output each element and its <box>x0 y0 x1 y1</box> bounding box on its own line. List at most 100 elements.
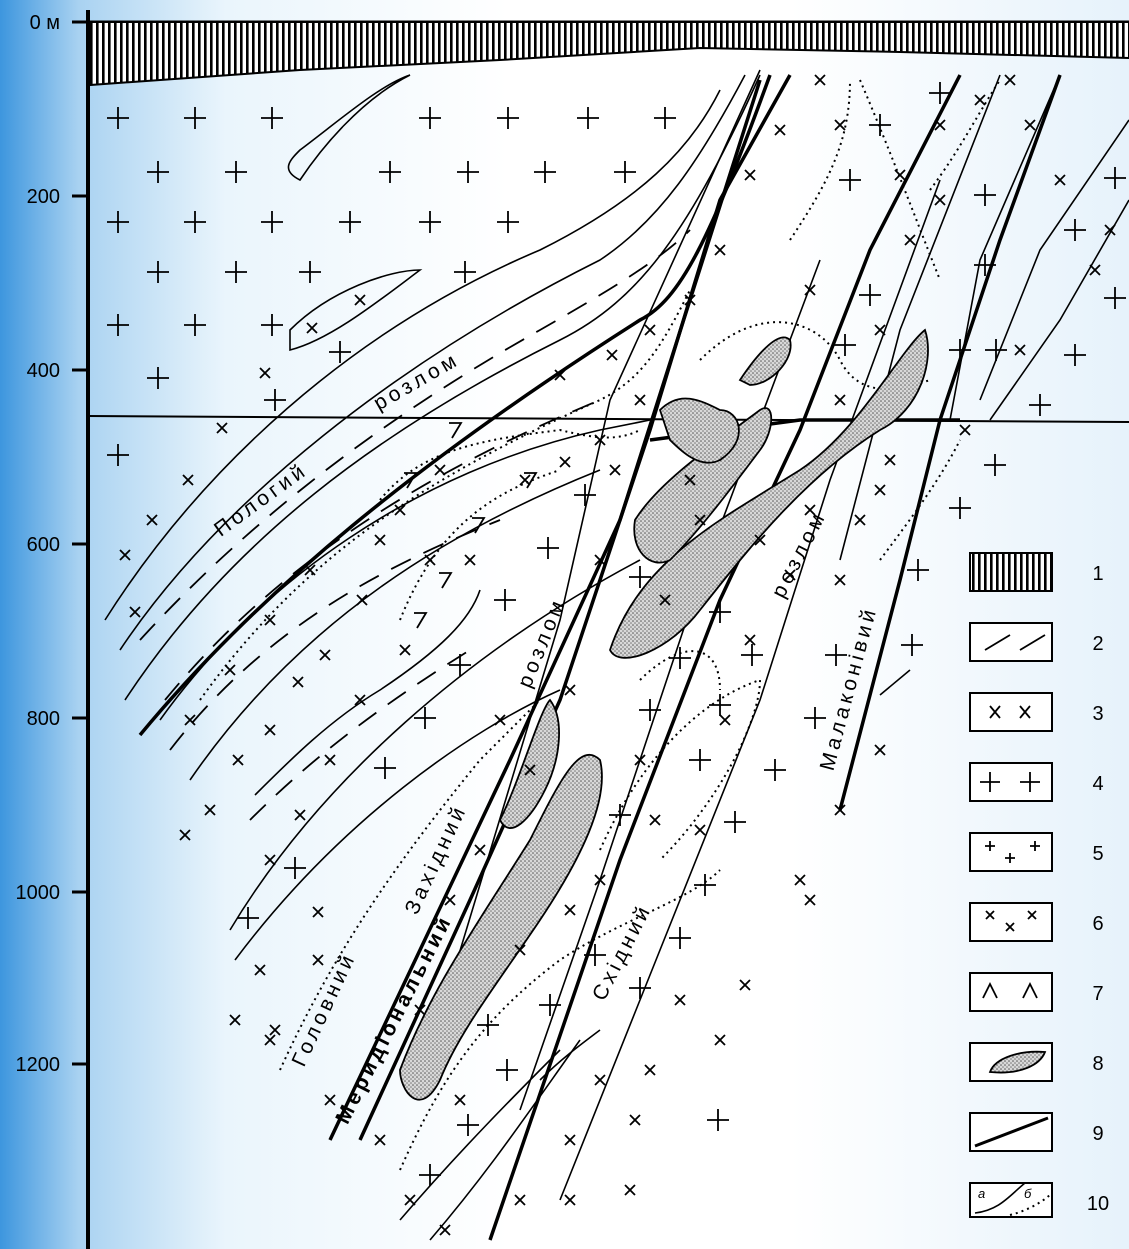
schist-symbol <box>855 515 865 525</box>
granite-symbol <box>225 161 247 183</box>
granite-symbol <box>534 161 556 183</box>
granite-symbol <box>374 757 396 779</box>
legend-number: 10 <box>1087 1193 1109 1215</box>
schist-symbol <box>635 395 645 405</box>
schist-symbol <box>720 715 730 725</box>
granite-symbol <box>147 161 169 183</box>
schist-symbol <box>265 1035 275 1045</box>
schist-symbol <box>1025 120 1035 130</box>
legend-sublabel: б <box>1024 1186 1032 1201</box>
schist-symbol <box>325 1095 335 1105</box>
labels: 0 м20040060080010001200Пологийрозломрозл… <box>16 12 1110 1215</box>
granite-symbol <box>284 857 306 879</box>
granite-symbol <box>724 811 746 833</box>
granite-symbol <box>639 699 661 721</box>
schist-symbol <box>835 575 845 585</box>
schist-symbol <box>695 825 705 835</box>
depth-label: 800 <box>27 708 60 730</box>
schist-symbol <box>313 907 323 917</box>
granite-symbol <box>419 211 441 233</box>
schist-symbol <box>455 1095 465 1105</box>
granite-symbol <box>689 749 711 771</box>
schist-symbol <box>610 465 620 475</box>
schist-symbol <box>935 120 945 130</box>
schist-symbol <box>1055 175 1065 185</box>
granite-symbol <box>419 1164 441 1186</box>
granite-symbol <box>609 804 631 826</box>
granite-symbol <box>584 944 606 966</box>
granite-symbol <box>741 644 763 666</box>
schist-symbol <box>440 1225 450 1235</box>
volcanic-symbol <box>449 423 461 438</box>
fault-label: розлом <box>767 506 831 601</box>
granite-symbol <box>496 1059 518 1081</box>
granite-symbol <box>709 694 731 716</box>
schist-symbol <box>205 805 215 815</box>
schist-symbol <box>375 535 385 545</box>
schist-symbol <box>645 325 655 335</box>
granite-symbol <box>1104 287 1126 309</box>
schist-symbol <box>313 955 323 965</box>
faults <box>140 75 1060 1240</box>
schist-symbol <box>183 475 193 485</box>
schist-symbol <box>475 845 485 855</box>
granite-symbol <box>869 114 891 136</box>
fault-label: Пологий <box>210 458 312 541</box>
granite-symbol <box>107 314 129 336</box>
schist-symbol <box>180 830 190 840</box>
level-line <box>88 416 1129 422</box>
granite-symbol <box>261 314 283 336</box>
granite-symbol <box>577 107 599 129</box>
granite-symbol <box>261 107 283 129</box>
schist-symbol <box>405 1195 415 1205</box>
granite-symbol <box>264 389 286 411</box>
schist-symbol <box>560 457 570 467</box>
granite-symbol <box>184 107 206 129</box>
granite-symbol <box>449 654 471 676</box>
legend-number: 5 <box>1092 843 1103 865</box>
schist-symbol <box>625 1185 635 1195</box>
schist-symbol <box>260 368 270 378</box>
legend-sublabel: а <box>978 1186 985 1201</box>
granite-symbol <box>261 211 283 233</box>
granite-symbol <box>299 261 321 283</box>
granite-symbol <box>1064 219 1086 241</box>
granite-symbol <box>107 211 129 233</box>
schist-symbol <box>435 465 445 475</box>
schist-symbol <box>775 125 785 135</box>
legend-number: 6 <box>1092 913 1103 935</box>
schist-symbol <box>835 120 845 130</box>
schist-symbol <box>465 555 475 565</box>
depth-label: 1000 <box>16 882 61 904</box>
granite-symbol <box>974 184 996 206</box>
volcanic-symbol <box>439 573 451 588</box>
granite-symbol <box>147 367 169 389</box>
schist-symbol <box>225 665 235 675</box>
schist-symbol <box>645 1065 655 1075</box>
schist-symbol <box>495 715 505 725</box>
granite-symbol <box>907 559 929 581</box>
legend-number: 8 <box>1092 1053 1103 1075</box>
granite-symbol <box>654 107 676 129</box>
legend-number: 2 <box>1092 633 1103 655</box>
schist-symbol <box>270 1025 280 1035</box>
granite-symbol <box>379 161 401 183</box>
schist-symbol <box>120 550 130 560</box>
granite-symbol <box>537 537 559 559</box>
schist-symbol <box>595 875 605 885</box>
schist-symbol <box>400 645 410 655</box>
depth-label: 400 <box>27 360 60 382</box>
schist-symbol <box>355 295 365 305</box>
schist-symbol <box>650 815 660 825</box>
schist-symbol <box>130 607 140 617</box>
granite-symbol <box>614 161 636 183</box>
granite-symbol <box>949 497 971 519</box>
schist-symbol <box>265 855 275 865</box>
schist-symbol <box>875 745 885 755</box>
schist-symbol <box>745 170 755 180</box>
depth-label: 1200 <box>16 1054 61 1076</box>
fault-label: Західний <box>401 801 472 918</box>
schist-symbol <box>307 323 317 333</box>
granite-symbol <box>539 994 561 1016</box>
schist-symbol <box>905 235 915 245</box>
